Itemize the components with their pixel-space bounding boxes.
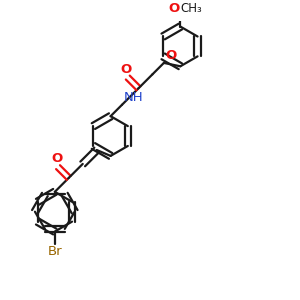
Text: O: O [51,152,62,166]
Text: O: O [168,2,179,15]
Text: O: O [165,49,176,62]
Text: Br: Br [47,245,62,258]
Text: O: O [121,63,132,76]
Text: NH: NH [124,91,143,104]
Text: CH₃: CH₃ [181,2,202,15]
